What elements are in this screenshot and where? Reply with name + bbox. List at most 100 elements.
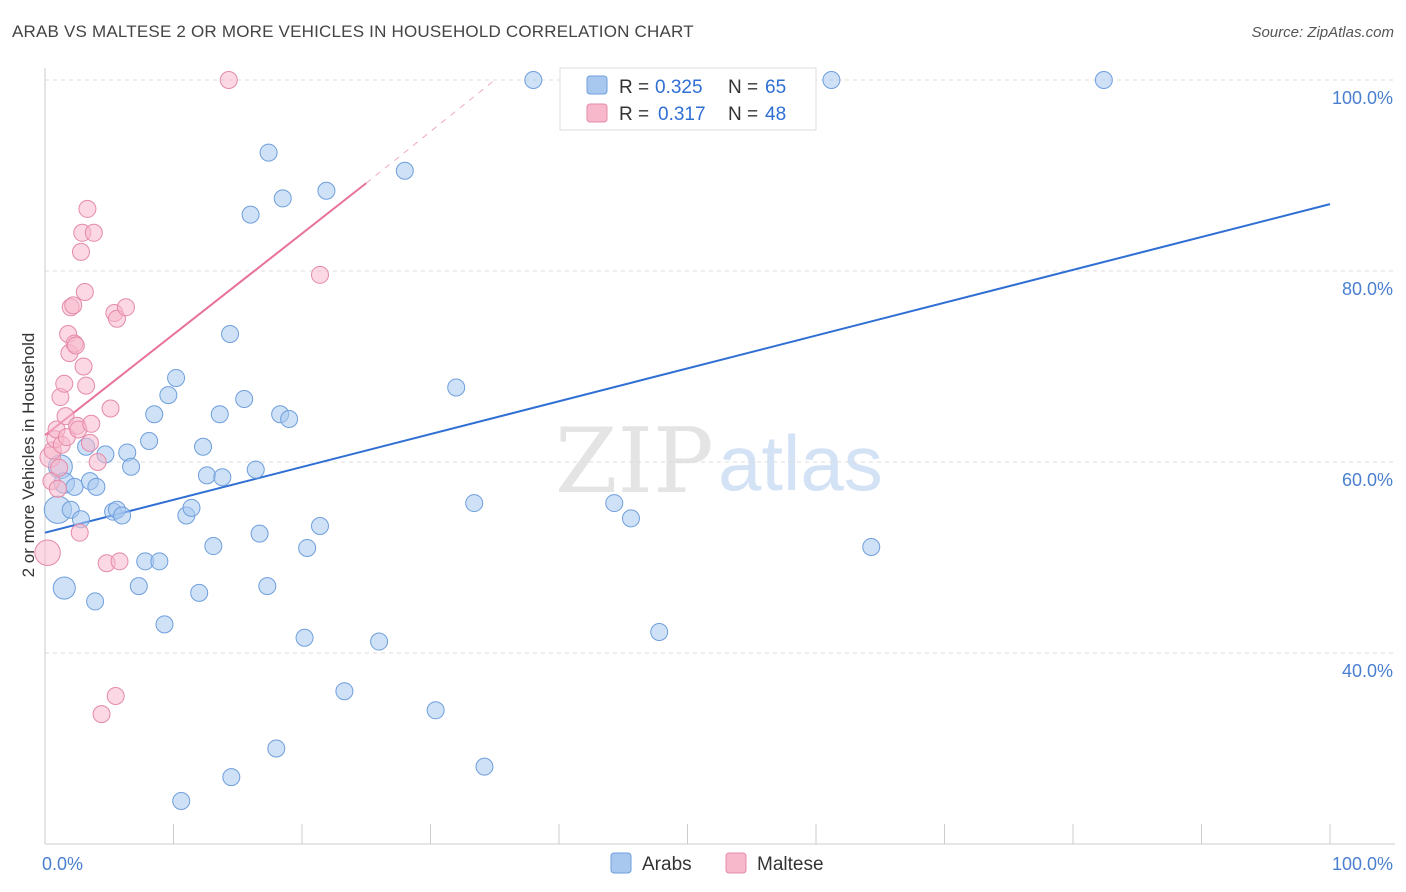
arabs-point <box>426 701 445 720</box>
arabs-point <box>259 143 278 162</box>
arabs-point <box>210 405 229 424</box>
data-points <box>34 71 1113 811</box>
bottom-legend-arabs-swatch <box>610 852 632 874</box>
arabs-point <box>310 516 329 535</box>
arabs-point <box>167 368 186 387</box>
arabs-point <box>113 506 132 525</box>
arabs-point <box>155 615 174 634</box>
arabs-point <box>524 71 543 89</box>
arabs-point <box>241 205 260 224</box>
arabs-point <box>273 189 292 208</box>
arabs-point <box>159 386 178 405</box>
arabs-point <box>235 389 254 408</box>
y-tick-label: 80.0% <box>1342 279 1393 299</box>
arabs-point <box>862 537 881 556</box>
legend-arabs-n-label: N = <box>728 77 758 98</box>
legend-box: R = 0.325 N = 65 R = 0.317 N = 48 <box>559 67 817 131</box>
arabs-point <box>150 552 169 571</box>
arabs-point <box>298 538 317 557</box>
arabs-point <box>145 405 164 424</box>
chart-title: ARAB VS MALTESE 2 OR MORE VEHICLES IN HO… <box>12 22 694 41</box>
chart-source: Source: ZipAtlas.com <box>1251 24 1394 41</box>
maltese-point <box>310 265 329 284</box>
arabs-point <box>395 161 414 180</box>
arabs-point <box>317 181 336 200</box>
legend-arabs-n-value: 65 <box>765 77 786 98</box>
arabs-point <box>258 577 277 596</box>
maltese-point <box>88 453 107 471</box>
x-tick-labels: 0.0% 100.0% <box>42 854 1393 874</box>
maltese-point <box>70 523 89 542</box>
legend-maltese-swatch <box>586 103 608 123</box>
legend-arabs-swatch <box>586 75 608 95</box>
arabs-point <box>370 632 389 651</box>
y-tick-label: 100.0% <box>1332 88 1393 108</box>
arabs-point <box>621 509 640 528</box>
arabs-point <box>267 739 286 758</box>
legend-maltese-r-label: R = <box>619 104 649 125</box>
maltese-point <box>64 296 83 315</box>
x-tick-label: 100.0% <box>1332 854 1393 874</box>
maltese-point <box>71 242 90 261</box>
arabs-point <box>465 494 484 513</box>
arabs-point <box>280 410 299 429</box>
arabs-point <box>822 71 841 89</box>
arabs-point <box>335 682 354 701</box>
arabs-point <box>475 757 494 776</box>
watermark-atlas: atlas <box>718 419 883 507</box>
arabs-point <box>605 494 624 513</box>
maltese-point <box>82 414 101 433</box>
maltese-point <box>77 376 96 395</box>
arabs-point <box>182 498 201 517</box>
y-tick-label: 40.0% <box>1342 661 1393 681</box>
maltese-trend-line <box>44 182 367 437</box>
maltese-point <box>92 705 111 724</box>
legend-arabs-r-value: 0.325 <box>655 77 703 98</box>
arabs-point <box>221 325 240 344</box>
arabs-point <box>1094 71 1113 89</box>
bottom-legend-arabs-label: Arabs <box>642 854 692 875</box>
maltese-point <box>50 458 69 477</box>
maltese-point <box>74 357 93 376</box>
grid <box>45 79 1395 654</box>
maltese-point <box>34 539 61 566</box>
maltese-point <box>55 374 74 393</box>
maltese-point <box>80 433 99 452</box>
arabs-point <box>213 468 232 487</box>
maltese-point <box>75 283 94 302</box>
y-tick-labels: 40.0% 60.0% 80.0% 100.0% <box>1332 88 1393 681</box>
maltese-point <box>78 199 97 218</box>
legend-maltese-n-value: 48 <box>765 104 786 125</box>
arabs-point <box>87 477 106 496</box>
arabs-point <box>197 466 216 485</box>
legend-arabs-r-label: R = <box>619 77 649 98</box>
arabs-point <box>52 576 76 600</box>
maltese-point <box>219 71 238 89</box>
arabs-point <box>129 577 148 596</box>
maltese-trend-extension <box>365 79 496 184</box>
x-tick-label: 0.0% <box>42 854 83 874</box>
legend-maltese-n-label: N = <box>728 104 758 125</box>
maltese-point <box>56 407 75 426</box>
maltese-point <box>110 552 129 571</box>
bottom-legend-maltese-swatch <box>725 852 747 874</box>
y-axis-label: 2 or more Vehicles in Household <box>19 333 38 578</box>
arabs-point <box>250 524 269 543</box>
maltese-point <box>116 298 135 317</box>
arabs-point <box>246 460 265 479</box>
arabs-point <box>122 457 141 476</box>
arabs-point <box>190 583 209 602</box>
y-tick-label: 60.0% <box>1342 470 1393 490</box>
maltese-point <box>106 686 125 705</box>
bottom-legend-maltese-label: Maltese <box>757 854 824 875</box>
arabs-point <box>204 537 223 556</box>
legend-maltese-r-value: 0.317 <box>658 104 706 125</box>
arabs-point <box>222 768 241 787</box>
arabs-point <box>650 622 669 641</box>
arabs-point <box>86 592 105 611</box>
arabs-point <box>140 431 159 450</box>
arabs-point <box>447 378 466 397</box>
maltese-point <box>48 479 67 498</box>
arabs-point <box>194 437 213 456</box>
arabs-point <box>172 792 191 811</box>
